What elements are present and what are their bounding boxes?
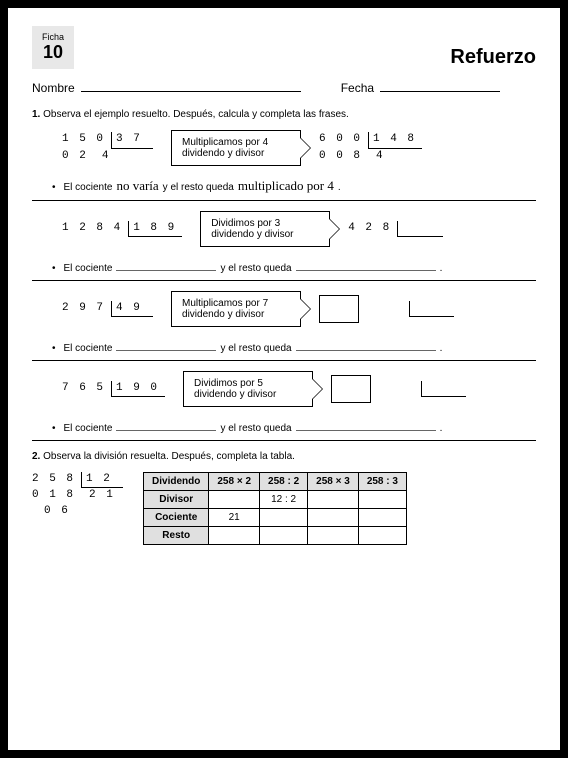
division-left-3: 2 9 7 4 9 [62, 301, 153, 317]
division-row-2: 1 2 8 4 1 8 9 Dividimos por 3 dividendo … [62, 211, 536, 247]
name-date-row: Nombre Fecha [32, 81, 536, 95]
division-right-2: 4 2 8 [348, 221, 442, 237]
ficha-number: 10 [42, 42, 64, 63]
table-header-row: Dividendo 258 × 2 258 : 2 258 × 3 258 : … [144, 473, 407, 491]
fill-blank[interactable] [116, 339, 216, 351]
division-right-1: 6 0 0 1 4 8 0 0 8 4 [319, 132, 422, 164]
division-table: Dividendo 258 × 2 258 : 2 258 × 3 258 : … [143, 472, 407, 545]
fill-blank[interactable] [116, 259, 216, 271]
division-right-4-blank[interactable] [389, 381, 466, 397]
sentence-1: • El cociente no varía y el resto queda … [52, 178, 536, 194]
ficha-label: Ficha [42, 32, 64, 42]
separator [32, 360, 536, 361]
fecha-label: Fecha [341, 81, 374, 95]
answer-box[interactable] [319, 295, 359, 323]
separator [32, 440, 536, 441]
fill-blank[interactable] [116, 419, 216, 431]
answer-box[interactable] [331, 375, 371, 403]
division-left-4: 7 6 5 1 9 0 [62, 381, 165, 397]
exercise-2: 2. Observa la división resuelta. Después… [32, 451, 536, 545]
page-title: Refuerzo [450, 46, 536, 69]
blank-divisor[interactable] [397, 221, 442, 237]
fill-blank[interactable] [296, 419, 436, 431]
operation-box-3: Multiplicamos por 7 dividendo y divisor [171, 291, 301, 327]
fill-blank[interactable] [296, 259, 436, 271]
fecha-input-line[interactable] [380, 91, 500, 92]
division-left-1: 1 5 0 3 7 0 2 4 [62, 132, 153, 164]
operation-box-2: Dividimos por 3 dividendo y divisor [200, 211, 330, 247]
nombre-input-line[interactable] [81, 91, 301, 92]
sentence-4: • El cociente y el resto queda . [52, 419, 536, 434]
worksheet-header: Ficha 10 Refuerzo [32, 26, 536, 69]
nombre-label: Nombre [32, 81, 75, 95]
table-row: Resto [144, 527, 407, 545]
fill-blank[interactable] [296, 339, 436, 351]
separator [32, 280, 536, 281]
ex2-division: 2 5 8 1 2 0 1 8 2 1 0 6 [32, 472, 123, 519]
exercise1-prompt: 1. Observa el ejemplo resuelto. Después,… [32, 109, 536, 120]
division-row-4: 7 6 5 1 9 0 Dividimos por 5 dividendo y … [62, 371, 536, 407]
table-row: Cociente 21 [144, 509, 407, 527]
exercise2-prompt: 2. Observa la división resuelta. Después… [32, 451, 536, 462]
separator [32, 200, 536, 201]
division-right-3-blank[interactable] [377, 301, 454, 317]
division-row-1: 1 5 0 3 7 0 2 4 Multiplicamos por 4 divi… [62, 130, 536, 166]
operation-box-4: Dividimos por 5 dividendo y divisor [183, 371, 313, 407]
division-left-2: 1 2 8 4 1 8 9 [62, 221, 182, 237]
ficha-box: Ficha 10 [32, 26, 74, 69]
table-row: Divisor 12 : 2 [144, 491, 407, 509]
division-row-3: 2 9 7 4 9 Multiplicamos por 7 dividendo … [62, 291, 536, 327]
sentence-2: • El cociente y el resto queda . [52, 259, 536, 274]
operation-box-1: Multiplicamos por 4 dividendo y divisor [171, 130, 301, 166]
sentence-3: • El cociente y el resto queda . [52, 339, 536, 354]
